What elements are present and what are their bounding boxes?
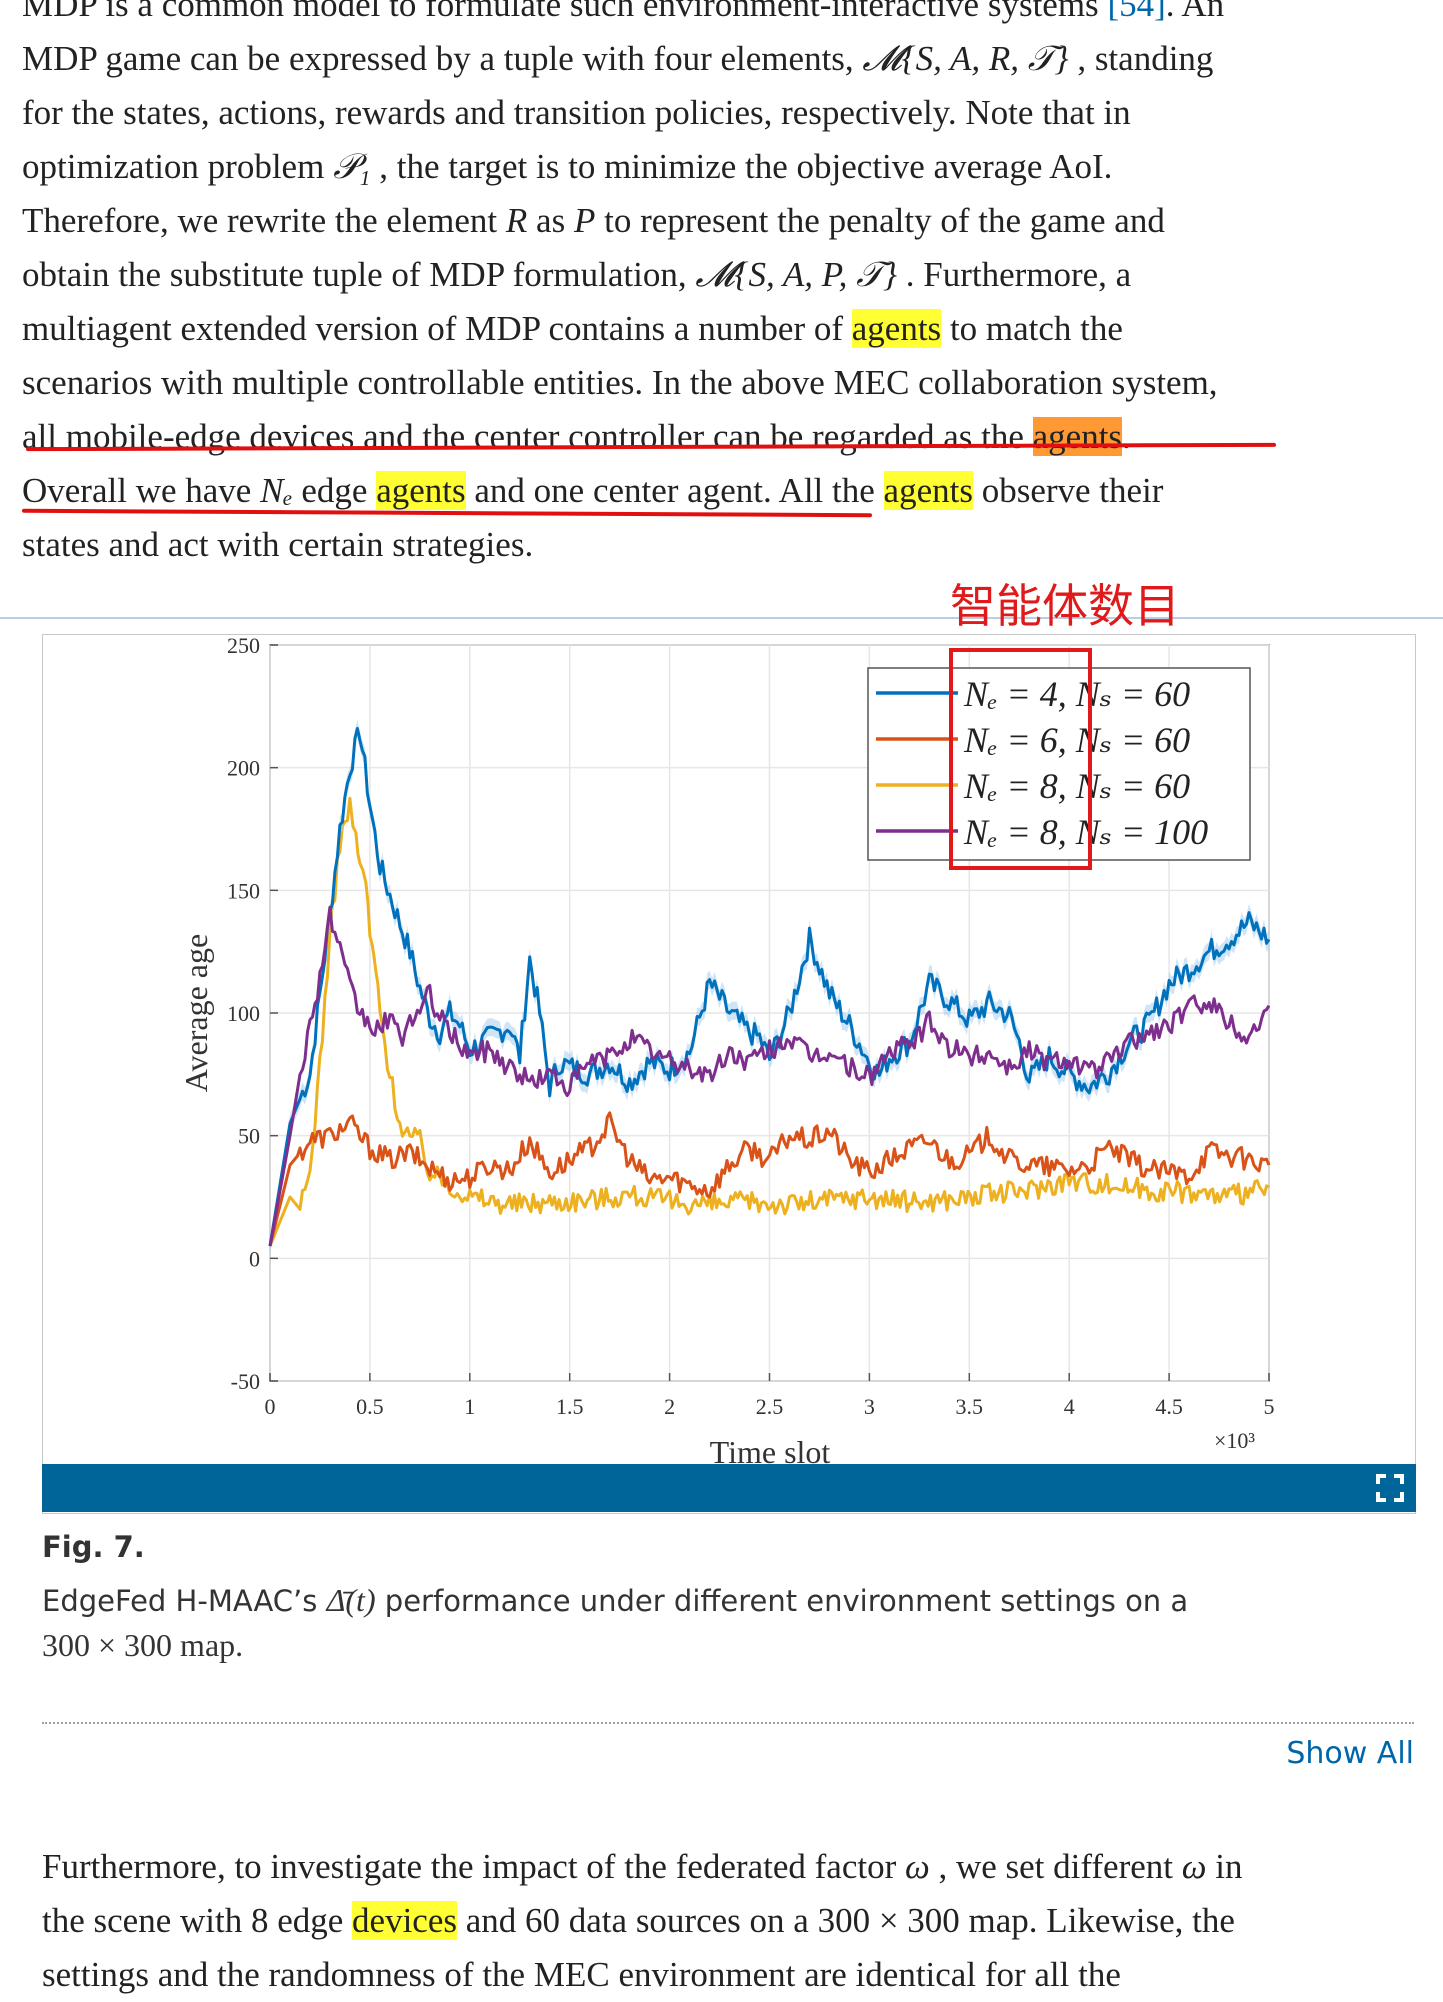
paragraph-1-line: MDP is a common model to formulate such … [22,0,1224,32]
figure-caption: EdgeFed H-MAAC’s Δ̄(t) performance under… [42,1578,1402,1668]
text: obtain the substitute tuple of MDP formu… [22,255,696,294]
paragraph-1-line: Overall we have Nₑ edge agents and one c… [22,464,1163,518]
search-highlight[interactable]: devices [352,1901,457,1940]
reference-link[interactable]: [54] [1107,0,1166,24]
text: , standing [1068,39,1214,78]
text: edge [292,471,377,510]
math-symbol: P [573,201,596,240]
math-symbol: ω [905,1847,930,1886]
paragraph-1-line: MDP game can be expressed by a tuple wit… [22,32,1213,86]
text: performance under different environment … [375,1584,1189,1618]
text: optimization problem [22,147,334,186]
text: for the states, actions, rewards and tra… [22,93,1131,132]
math-symbol: ω [1181,1847,1207,1886]
search-highlight[interactable]: agents [883,471,973,510]
paragraph-1-line: scenarios with multiple controllable ent… [22,356,1218,410]
paragraph-1-line: obtain the substitute tuple of MDP formu… [22,248,1131,302]
text: to represent the penalty of the game and [595,201,1165,240]
search-highlight[interactable]: agents [376,471,466,510]
figure-caption-title: Fig. 7. [42,1530,145,1564]
paragraph-2-line: the scene with 8 edge devices and 60 dat… [42,1894,1235,1948]
math-tuple: 𝓜{S, A, R, 𝒯} [862,39,1069,78]
text: MDP game can be expressed by a tuple wit… [22,39,863,78]
math-symbol: Nₑ [260,471,293,510]
text: EdgeFed H-MAAC’s [42,1584,327,1618]
show-all-link[interactable]: Show All [1286,1736,1414,1771]
math-symbol: R [505,201,528,240]
paragraph-1-line: Therefore, we rewrite the element R as P… [22,194,1165,248]
text: Furthermore, to investigate the impact o… [42,1847,905,1886]
text: 300 × 300 map. [42,1627,244,1663]
figure-container[interactable] [42,634,1416,1514]
text: MDP is a common model to formulate such … [22,0,1108,24]
math-problem: 𝒫₁ [333,147,371,186]
annotation-label: 智能体数目 [950,579,1180,633]
text: and 60 data sources on a 300 × 300 map. … [456,1901,1235,1940]
text: scenarios with multiple controllable ent… [22,363,1218,402]
math-tuple: 𝓜{S, A, P, 𝒯} [695,255,897,294]
figure-toolbar [42,1464,1416,1512]
paragraph-1-line: optimization problem 𝒫₁ , the target is … [22,140,1112,194]
text: states and act with certain strategies. [22,525,534,564]
text: multiagent extended version of MDP conta… [22,309,852,348]
section-separator [0,617,1443,619]
expand-icon[interactable] [1376,1474,1404,1502]
paragraph-1-line: all mobile-edge devices and the center c… [22,410,1131,464]
paragraph-2-line: Furthermore, to investigate the impact o… [42,1840,1242,1894]
text: Therefore, we rewrite the element [22,201,506,240]
math-symbol: Δ̄(t) [326,1582,376,1618]
search-highlight-active[interactable]: agents [1032,417,1123,456]
text: in [1206,1847,1243,1886]
text: the scene with 8 edge [42,1901,353,1940]
text: observe their [972,471,1164,510]
text: . [1122,417,1131,456]
text: , the target is to minimize the objectiv… [370,147,1113,186]
text: settings and the randomness of the MEC e… [42,1955,1121,1994]
search-highlight[interactable]: agents [851,309,942,348]
paragraph-2-line: settings and the randomness of the MEC e… [42,1948,1121,2002]
paragraph-1-line: for the states, actions, rewards and tra… [22,86,1131,140]
text: as [527,201,574,240]
text: . An [1165,0,1225,24]
paragraph-1-line: states and act with certain strategies. [22,518,533,572]
paragraph-1-line: multiagent extended version of MDP conta… [22,302,1123,356]
text: to match the [941,309,1123,348]
text: and one center agent. All the [465,471,884,510]
text: . Furthermore, a [896,255,1132,294]
text: , we set different [929,1847,1182,1886]
text: Overall we have [22,471,261,510]
divider [42,1722,1414,1724]
